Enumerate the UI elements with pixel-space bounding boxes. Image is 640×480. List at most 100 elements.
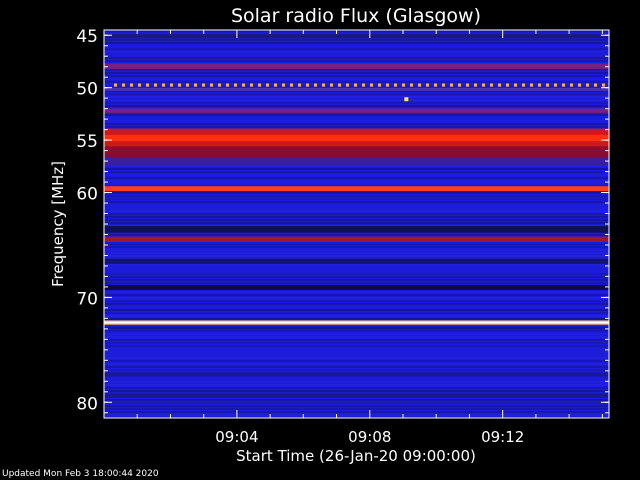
noise-stripe (104, 114, 609, 116)
interference-dash (450, 83, 453, 87)
noise-stripe (104, 54, 609, 56)
noise-stripe (104, 408, 609, 410)
noise-stripe (104, 354, 609, 356)
noise-stripe (104, 204, 609, 206)
noise-stripe (104, 360, 609, 362)
noise-stripe (104, 126, 609, 128)
interference-dash (410, 83, 413, 87)
interference-dash (162, 83, 165, 87)
noise-stripe (104, 294, 609, 296)
noise-stripe (104, 123, 609, 125)
noise-stripe (104, 192, 609, 194)
emission-band (104, 236, 609, 242)
noise-stripe (104, 255, 609, 257)
noise-stripe (104, 297, 609, 299)
noise-stripe (104, 264, 609, 266)
interference-dash (370, 83, 373, 87)
noise-stripe (104, 339, 609, 341)
interference-dash (530, 83, 533, 87)
noise-stripe (104, 312, 609, 314)
interference-dash (474, 83, 477, 87)
noise-stripe (104, 387, 609, 389)
noise-stripe (104, 198, 609, 200)
interference-dash (442, 83, 445, 87)
noise-stripe (104, 405, 609, 407)
noise-stripe (104, 105, 609, 107)
emission-band (104, 156, 609, 166)
noise-stripe (104, 300, 609, 302)
interference-dash (282, 83, 285, 87)
noise-stripe (104, 309, 609, 311)
interference-dash (434, 83, 437, 87)
interference-dash (554, 83, 557, 87)
y-tick-label: 45 (76, 27, 98, 47)
interference-dash (394, 83, 397, 87)
chart-title: Solar radio Flux (Glasgow) (231, 5, 481, 27)
noise-stripe (104, 207, 609, 209)
emission-band (104, 108, 609, 113)
noise-stripe (104, 213, 609, 215)
interference-dash (538, 83, 541, 87)
noise-stripe (104, 42, 609, 44)
interference-dash (506, 83, 509, 87)
interference-dash (522, 83, 525, 87)
interference-dash (546, 83, 549, 87)
noise-stripe (104, 318, 609, 320)
y-tick-label: 70 (76, 289, 98, 309)
interference-dash (354, 83, 357, 87)
spectrogram-background (104, 30, 609, 418)
noise-stripe (104, 381, 609, 383)
emission-band (104, 63, 609, 69)
noise-stripe (104, 60, 609, 62)
interference-dash (562, 83, 565, 87)
interference-dash (290, 83, 293, 87)
emission-band (104, 258, 609, 264)
interference-dash (386, 83, 389, 87)
interference-dash (234, 83, 237, 87)
interference-dash (202, 83, 205, 87)
noise-stripe (104, 384, 609, 386)
interference-dash (114, 83, 117, 87)
noise-stripe (104, 276, 609, 278)
noise-stripe (104, 351, 609, 353)
interference-dash (466, 83, 469, 87)
x-tick-label: 09:12 (481, 428, 524, 446)
interference-dash (514, 83, 517, 87)
interference-dash (490, 83, 493, 87)
noise-stripe (104, 177, 609, 179)
x-tick-label: 09:04 (215, 428, 258, 446)
emission-band (104, 146, 609, 157)
x-tick-label: 09:08 (348, 428, 391, 446)
noise-stripe (104, 333, 609, 335)
interference-dash (402, 83, 405, 87)
noise-stripe (104, 252, 609, 254)
noise-stripe (104, 96, 609, 98)
noise-stripe (104, 399, 609, 401)
noise-stripe (104, 201, 609, 203)
noise-stripe (104, 246, 609, 248)
interference-dash (154, 83, 157, 87)
noise-stripe (104, 174, 609, 176)
noise-stripe (104, 327, 609, 329)
interference-dash (586, 83, 589, 87)
interference-dash (458, 83, 461, 87)
interference-dash (346, 83, 349, 87)
noise-stripe (104, 171, 609, 173)
noise-stripe (104, 75, 609, 77)
updated-timestamp: Updated Mon Feb 3 18:00:44 2020 (2, 469, 159, 479)
y-tick-label: 55 (76, 132, 98, 152)
noise-stripe (104, 330, 609, 332)
interference-dash (418, 83, 421, 87)
interference-dash (226, 83, 229, 87)
interference-dash (218, 83, 221, 87)
emission-band (104, 284, 609, 291)
noise-stripe (104, 357, 609, 359)
interference-dash (130, 83, 133, 87)
noise-stripe (104, 222, 609, 224)
interference-dash (186, 83, 189, 87)
interference-dash (146, 83, 149, 87)
interference-dash (578, 83, 581, 87)
noise-stripe (104, 366, 609, 368)
interference-dash (330, 83, 333, 87)
